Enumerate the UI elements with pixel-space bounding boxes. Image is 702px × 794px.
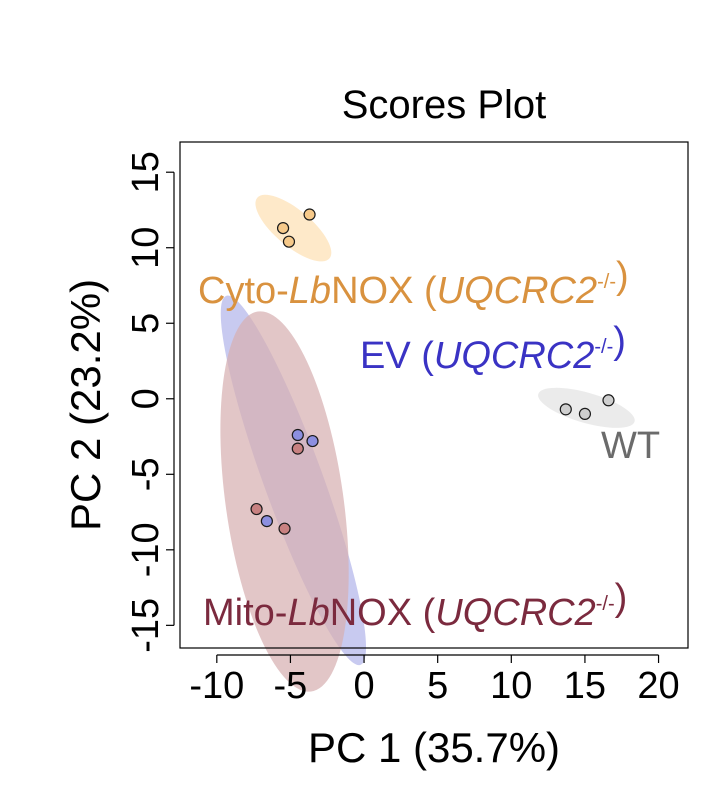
y-tick-label-3: 0 (125, 388, 167, 409)
data-point-3-2 (602, 394, 615, 407)
x-tick-label-1: -5 (274, 665, 308, 707)
data-point-2-2 (278, 522, 291, 535)
data-point-3-1 (578, 407, 592, 420)
confidence-ellipse-3 (538, 387, 635, 428)
y-tick-label-5: 10 (125, 227, 167, 269)
group-label-3: WT (601, 425, 660, 467)
data-point-3-0 (559, 403, 572, 416)
group-label-0: Cyto-LbNOX (UQCRC2-/-) (198, 255, 629, 312)
group-labels: Cyto-LbNOX (UQCRC2-/-) EV (UQCRC2-/-) Mito… (198, 255, 660, 634)
group-label-1: EV (UQCRC2-/-) (360, 320, 626, 377)
data-point-0-2 (303, 208, 316, 221)
data-point-0-1 (282, 235, 296, 248)
x-axis: -10 -5 0 5 10 15 20 (189, 654, 680, 707)
y-tick-label-1: -10 (125, 522, 167, 577)
x-tick-label-5: 15 (564, 665, 606, 707)
y-axis-label: PC 2 (23.2%) (62, 279, 109, 531)
chart-title: Scores Plot (342, 83, 547, 127)
plot-frame (179, 141, 689, 649)
x-tick-label-3: 5 (427, 665, 448, 707)
group-label-2: Mito-LbNOX (UQCRC2-/-) (203, 577, 627, 634)
x-tick-label-6: 20 (637, 665, 679, 707)
y-tick-label-4: 5 (125, 313, 167, 334)
y-tick-label-2: -5 (125, 457, 167, 491)
x-tick-label-2: 0 (353, 665, 374, 707)
data-point-1-1 (306, 434, 319, 448)
x-tick-label-0: -10 (189, 665, 244, 707)
y-tick-label-6: 15 (125, 151, 167, 193)
confidence-ellipse-2 (220, 311, 349, 692)
x-tick-label-4: 10 (490, 665, 532, 707)
confidence-ellipses (220, 194, 635, 692)
data-point-1-2 (260, 515, 273, 528)
y-tick-label-0: -15 (125, 598, 167, 653)
data-point-2-0 (291, 442, 304, 455)
data-point-1-0 (291, 428, 304, 442)
x-axis-label: PC 1 (35.7%) (308, 724, 560, 771)
data-point-2-1 (250, 502, 263, 516)
data-points (250, 208, 615, 535)
y-axis: -15 -10 -5 0 5 10 15 (125, 151, 175, 653)
confidence-ellipse-0 (255, 194, 332, 262)
data-point-0-0 (276, 221, 290, 235)
